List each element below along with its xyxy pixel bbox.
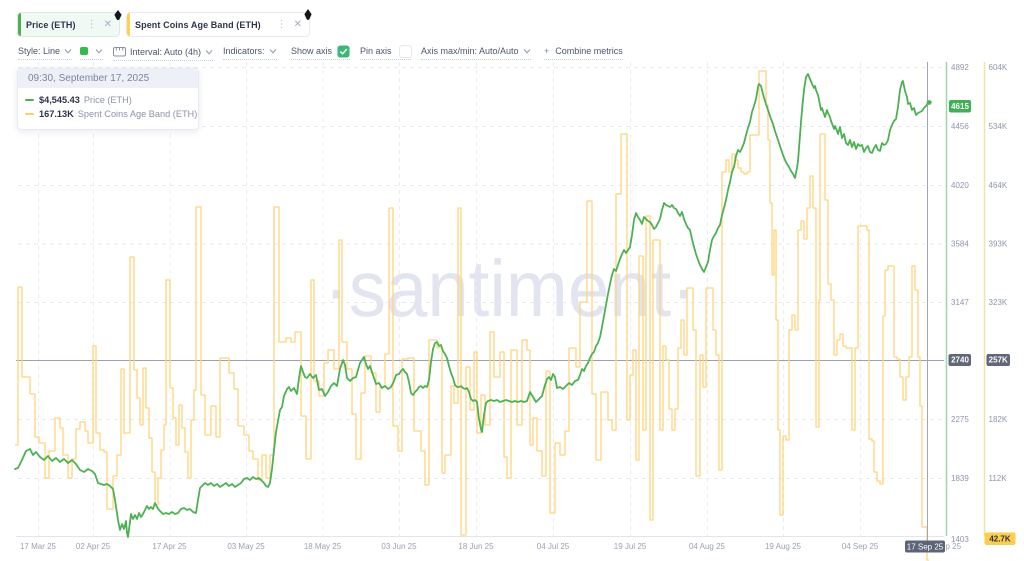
- svg-text:4892: 4892: [951, 63, 969, 72]
- svg-text:2275: 2275: [951, 415, 969, 424]
- svg-text:393K: 393K: [989, 239, 1008, 248]
- svg-text:464K: 464K: [989, 181, 1008, 190]
- svg-text:19 Jul 25: 19 Jul 25: [614, 542, 647, 551]
- svg-text:323K: 323K: [989, 298, 1008, 307]
- svg-text:18 Jun 25: 18 Jun 25: [458, 542, 494, 551]
- svg-text:4456: 4456: [951, 122, 969, 131]
- svg-text:p 25: p 25: [946, 542, 962, 551]
- svg-text:17 Sep 25: 17 Sep 25: [907, 543, 944, 552]
- svg-text:03 Jun 25: 03 Jun 25: [381, 542, 417, 551]
- svg-text:1403: 1403: [951, 535, 969, 544]
- svg-text:17 Mar 25: 17 Mar 25: [20, 542, 57, 551]
- svg-text:18 May 25: 18 May 25: [304, 542, 342, 551]
- svg-text:19 Aug 25: 19 Aug 25: [765, 542, 802, 551]
- svg-text:1839: 1839: [951, 474, 969, 483]
- svg-text:112K: 112K: [989, 474, 1008, 483]
- svg-text:4615: 4615: [951, 102, 969, 111]
- svg-text:17 Apr 25: 17 Apr 25: [152, 542, 187, 551]
- svg-text:·santiment·: ·santiment·: [324, 244, 696, 333]
- svg-text:02 Apr 25: 02 Apr 25: [76, 542, 111, 551]
- svg-text:257K: 257K: [989, 356, 1008, 365]
- svg-text:2740: 2740: [951, 356, 969, 365]
- svg-text:04 Sep 25: 04 Sep 25: [842, 542, 879, 551]
- svg-text:04 Aug 25: 04 Aug 25: [689, 542, 726, 551]
- svg-text:182K: 182K: [989, 415, 1008, 424]
- svg-text:42.7K: 42.7K: [989, 535, 1011, 544]
- svg-text:604K: 604K: [989, 63, 1008, 72]
- svg-text:3584: 3584: [951, 239, 969, 248]
- svg-text:04 Jul 25: 04 Jul 25: [537, 542, 570, 551]
- svg-text:3147: 3147: [951, 298, 969, 307]
- svg-text:534K: 534K: [989, 122, 1008, 131]
- svg-text:4020: 4020: [951, 181, 969, 190]
- svg-text:03 May 25: 03 May 25: [227, 542, 265, 551]
